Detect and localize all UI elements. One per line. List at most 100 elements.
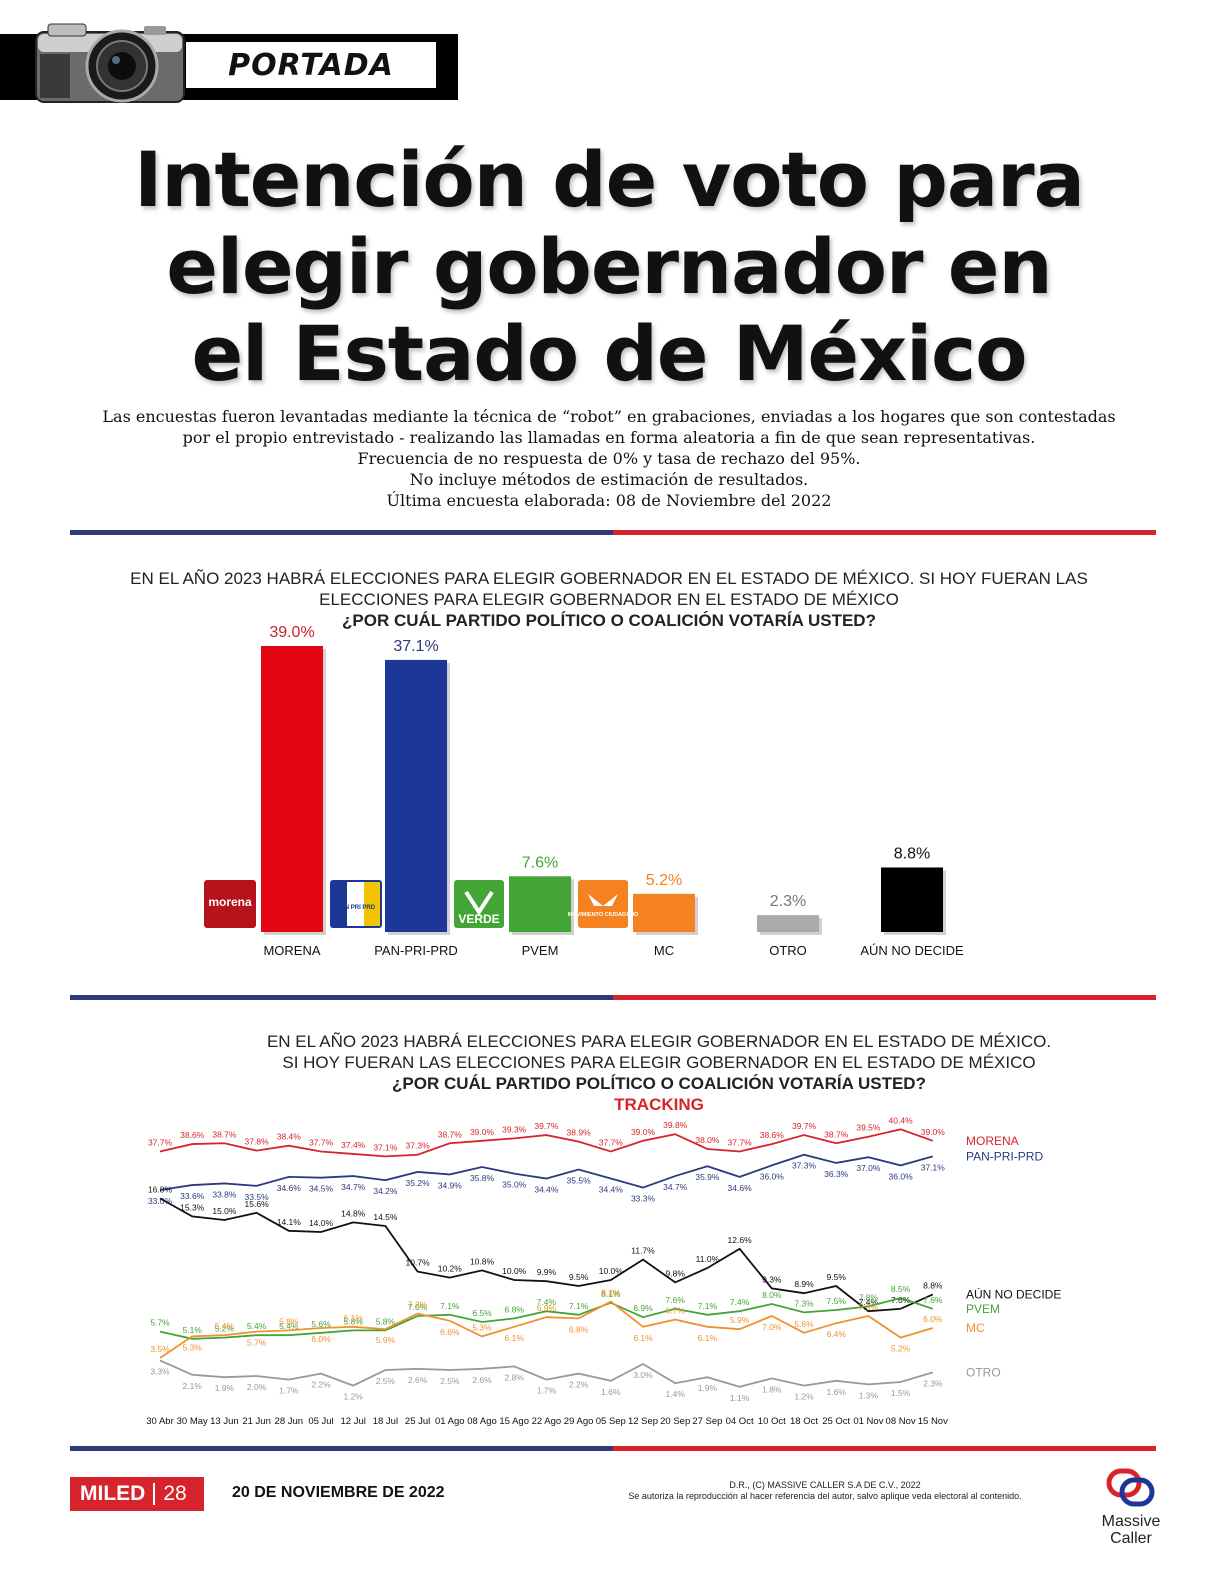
point-label: 38.7%	[438, 1129, 463, 1139]
point-label: 38.9%	[567, 1128, 592, 1138]
headline-line: el Estado de México	[191, 309, 1028, 398]
page-number: 28	[163, 1482, 187, 1505]
point-label: 39.7%	[792, 1121, 817, 1131]
bar-value-label: 8.8%	[894, 845, 930, 862]
point-label: 9.5%	[827, 1272, 847, 1282]
bar-morena	[261, 646, 323, 932]
x-tick-label: 21 Jun	[242, 1416, 271, 1427]
point-label: 9.3%	[762, 1274, 782, 1284]
bar-value-label: 39.0%	[269, 624, 314, 641]
point-label: 6.0%	[311, 1334, 331, 1344]
point-label: 38.6%	[180, 1130, 205, 1140]
tracking-title: TRACKING	[614, 1095, 704, 1114]
legend-entry: MORENA	[966, 1134, 1019, 1148]
point-label: 39.5%	[856, 1123, 881, 1133]
point-label: 1.3%	[859, 1390, 879, 1400]
mc-logo-text: MOVIMIENTO CIUDADANO	[568, 912, 639, 918]
divider-rule	[70, 1446, 1156, 1451]
point-label: 5.8%	[344, 1316, 364, 1326]
point-label: 2.5%	[440, 1376, 460, 1386]
point-label: 39.0%	[921, 1127, 946, 1137]
point-label: 7.1%	[569, 1301, 589, 1311]
point-label: 6.6%	[440, 1327, 460, 1337]
point-label: 34.7%	[663, 1182, 688, 1192]
series-line-a-n-no-decide	[159, 1197, 934, 1313]
x-tick-label: 12 Jul	[341, 1416, 366, 1427]
intro-line: Última encuesta elaborada: 08 de Noviemb…	[386, 491, 832, 510]
x-tick-label: 18 Oct	[790, 1416, 818, 1427]
point-label: 37.1%	[373, 1142, 398, 1152]
point-label: 10.7%	[406, 1258, 431, 1268]
point-label: 1.2%	[794, 1392, 814, 1402]
point-label: 8.8%	[923, 1280, 943, 1290]
tracking-line-chart: 37.7% 38.6% 38.7% 37.8% 38.4% 37.7% 37.4% 37.1%…	[146, 1115, 1061, 1427]
point-label: 33.5%	[245, 1192, 270, 1202]
point-label: 6.4%	[827, 1329, 847, 1339]
point-label: 14.5%	[373, 1212, 398, 1222]
x-tick-label: 22 Ago	[532, 1416, 562, 1427]
point-label: 5.6%	[311, 1319, 331, 1329]
point-label: 39.8%	[663, 1120, 688, 1130]
point-label: 36.3%	[824, 1169, 849, 1179]
section-label: PORTADA	[228, 47, 394, 83]
point-label: 2.2%	[311, 1380, 331, 1390]
legal-notice: D.R., (C) MASSIVE CALLER S.A DE C.V., 20…	[610, 1480, 1040, 1502]
point-label: 5.3%	[183, 1342, 203, 1352]
party-logo	[578, 880, 628, 928]
point-label: 36.0%	[760, 1171, 785, 1181]
x-tick-label: 04 Oct	[726, 1416, 754, 1427]
point-label: 3.0%	[633, 1370, 653, 1380]
point-label: 39.0%	[470, 1127, 495, 1137]
point-label: 9.5%	[569, 1272, 589, 1282]
bar-value-label: 37.1%	[393, 638, 438, 655]
point-label: 37.3%	[406, 1141, 431, 1151]
category-label: AÚN NO DECIDE	[860, 943, 964, 958]
x-tick-label: 20 Sep	[660, 1416, 690, 1427]
x-tick-label: 05 Jul	[308, 1416, 333, 1427]
x-tick-label: 10 Oct	[758, 1416, 786, 1427]
point-label: 34.7%	[341, 1182, 366, 1192]
point-label: 5.4%	[279, 1321, 299, 1331]
headline-line: Intención de voto para	[134, 135, 1085, 224]
point-label: 2.3%	[923, 1378, 943, 1388]
divider-rule	[70, 530, 1156, 535]
point-label: 38.0%	[695, 1135, 720, 1145]
point-label: 6.1%	[633, 1333, 653, 1343]
point-label: 10.0%	[502, 1266, 527, 1276]
point-label: 11.0%	[696, 1254, 720, 1264]
intro-line: No incluye métodos de estimación de resu…	[409, 470, 809, 489]
point-label: 10.0%	[599, 1266, 624, 1276]
series-line-pvem	[159, 1297, 934, 1340]
x-tick-label: 01 Nov	[853, 1416, 883, 1427]
point-label: 37.7%	[728, 1137, 753, 1147]
point-label: 6.1%	[344, 1313, 364, 1323]
category-label: MORENA	[263, 943, 320, 958]
category-label: MC	[654, 943, 674, 958]
x-tick-label: 25 Oct	[822, 1416, 850, 1427]
verde-logo-text: VERDE	[458, 912, 499, 926]
point-label: 34.6%	[728, 1183, 753, 1193]
point-label: 1.5%	[891, 1388, 911, 1398]
x-tick-label: 30 Abr	[146, 1416, 173, 1427]
point-label: 6.8%	[505, 1304, 525, 1314]
question-line: ELECCIONES PARA ELEGIR GOBERNADOR EN EL …	[319, 590, 899, 609]
point-label: 2.5%	[376, 1376, 396, 1386]
x-tick-label: 08 Nov	[886, 1416, 916, 1427]
point-label: 6.9%	[537, 1303, 557, 1313]
bar-value-label: 2.3%	[770, 893, 806, 910]
point-label: 37.7%	[309, 1137, 334, 1147]
point-label: 1.2%	[344, 1392, 364, 1402]
point-label: 1.8%	[762, 1384, 782, 1394]
bar-chart-question: EN EL AÑO 2023 HABRÁ ELECCIONES PARA ELE…	[0, 568, 1218, 631]
point-label: 7.3%	[794, 1298, 814, 1308]
point-label: 34.4%	[534, 1185, 559, 1195]
point-label: 7.1%	[440, 1301, 460, 1311]
bar-value-label: 5.2%	[646, 872, 682, 889]
point-label: 14.1%	[277, 1217, 302, 1227]
point-label: 7.2%	[408, 1300, 428, 1310]
point-label: 15.0%	[212, 1206, 237, 1216]
question-line: EN EL AÑO 2023 HABRÁ ELECCIONES PARA ELE…	[130, 569, 1088, 588]
point-label: 7.4%	[537, 1297, 557, 1307]
point-label: 37.8%	[245, 1137, 270, 1147]
publication-brand: MILED	[80, 1482, 146, 1505]
